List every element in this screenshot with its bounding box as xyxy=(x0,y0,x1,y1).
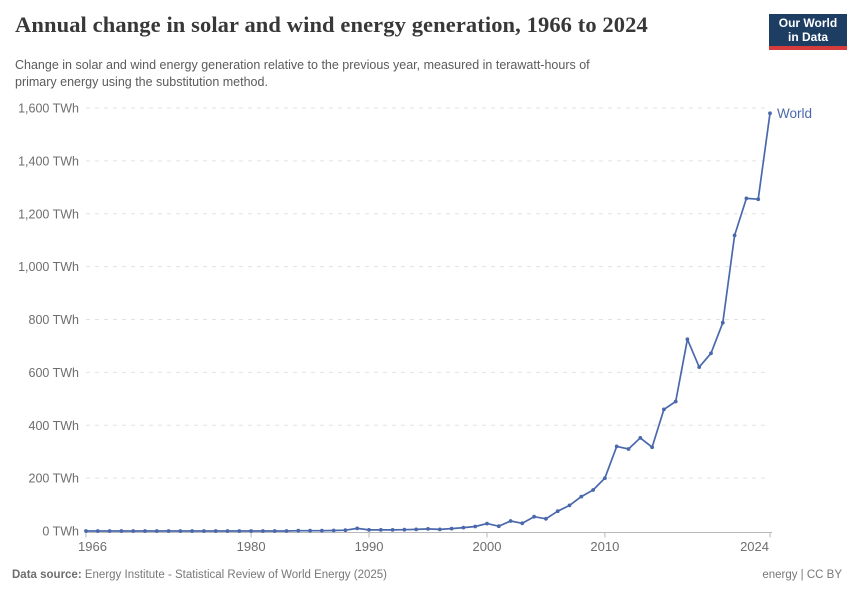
data-point[interactable] xyxy=(437,527,442,532)
data-point[interactable] xyxy=(496,524,501,529)
y-tick-label: 0 TWh xyxy=(42,525,79,539)
y-tick-label: 1,600 TWh xyxy=(18,102,79,116)
data-point[interactable] xyxy=(390,528,395,532)
data-point[interactable] xyxy=(414,527,419,532)
data-point[interactable] xyxy=(756,197,761,202)
y-tick-label: 1,400 TWh xyxy=(18,154,79,168)
license-note[interactable]: energy | CC BY xyxy=(762,569,842,581)
data-point[interactable] xyxy=(638,436,643,440)
data-point[interactable] xyxy=(485,521,489,526)
data-point[interactable] xyxy=(544,516,548,521)
data-point[interactable] xyxy=(355,526,360,531)
series-end-label[interactable]: World xyxy=(777,106,812,121)
y-tick-label: 200 TWh xyxy=(29,472,80,486)
data-point[interactable] xyxy=(744,196,749,201)
data-point[interactable] xyxy=(284,529,289,533)
series-line-world[interactable] xyxy=(85,112,771,532)
data-point[interactable] xyxy=(378,528,383,532)
data-point[interactable] xyxy=(449,526,454,531)
data-point[interactable] xyxy=(84,529,88,533)
data-point[interactable] xyxy=(402,527,407,532)
page-title: Annual change in solar and wind energy g… xyxy=(15,12,648,37)
data-point[interactable] xyxy=(626,447,631,451)
data-point[interactable] xyxy=(768,111,772,116)
data-point[interactable] xyxy=(532,514,536,519)
data-point[interactable] xyxy=(697,365,702,369)
y-tick-label: 400 TWh xyxy=(29,419,80,433)
x-tick-label: 1980 xyxy=(237,539,266,554)
owid-logo-line2: in Data xyxy=(787,30,828,44)
owid-logo-line1: Our World xyxy=(778,16,838,30)
data-point[interactable] xyxy=(650,445,654,450)
data-point[interactable] xyxy=(343,528,348,533)
data-point[interactable] xyxy=(426,527,430,531)
data-point[interactable] xyxy=(461,525,466,530)
x-tick-label: 1990 xyxy=(355,539,384,554)
data-point[interactable] xyxy=(178,529,183,533)
data-point[interactable] xyxy=(603,476,607,480)
data-point[interactable] xyxy=(272,529,277,533)
x-tick-label: 2010 xyxy=(590,539,619,554)
y-tick-label: 800 TWh xyxy=(29,313,80,327)
data-point[interactable] xyxy=(95,529,100,533)
datasource-label: Data source: xyxy=(12,569,82,581)
x-tick-label: 1966 xyxy=(78,539,107,554)
data-point[interactable] xyxy=(107,529,112,533)
data-point[interactable] xyxy=(320,528,324,533)
y-tick-label: 1,200 TWh xyxy=(18,207,79,221)
data-point[interactable] xyxy=(720,320,725,325)
data-point[interactable] xyxy=(225,529,230,533)
data-point[interactable] xyxy=(555,509,560,514)
data-point[interactable] xyxy=(709,351,713,356)
x-tick-label: 2000 xyxy=(473,539,502,554)
data-point[interactable] xyxy=(202,529,206,533)
data-point[interactable] xyxy=(685,337,690,342)
data-point[interactable] xyxy=(213,529,218,533)
x-tick-label: 2024 xyxy=(740,539,769,554)
data-point[interactable] xyxy=(237,529,242,533)
data-point[interactable] xyxy=(331,528,336,533)
page-subtitle-line1: Change in solar and wind energy generati… xyxy=(15,58,590,72)
data-point[interactable] xyxy=(662,407,666,412)
page-subtitle-line2: primary energy using the substitution me… xyxy=(15,75,268,89)
data-point[interactable] xyxy=(614,444,619,449)
data-point[interactable] xyxy=(508,519,513,523)
data-point[interactable] xyxy=(261,529,265,533)
datasource-text: Energy Institute - Statistical Review of… xyxy=(81,569,387,581)
data-point[interactable] xyxy=(579,494,584,499)
data-point[interactable] xyxy=(308,528,312,533)
data-point[interactable] xyxy=(520,521,525,526)
data-point[interactable] xyxy=(567,503,572,508)
owid-logo[interactable]: Our World in Data xyxy=(769,14,847,50)
y-tick-label: 600 TWh xyxy=(29,366,80,380)
data-point[interactable] xyxy=(190,529,195,533)
data-point[interactable] xyxy=(296,528,301,533)
data-point[interactable] xyxy=(367,528,371,532)
data-point[interactable] xyxy=(131,529,136,533)
data-point[interactable] xyxy=(591,488,595,492)
page-subtitle: Change in solar and wind energy generati… xyxy=(15,57,735,91)
y-tick-label: 1,000 TWh xyxy=(18,260,79,274)
data-point[interactable] xyxy=(154,529,159,533)
data-point[interactable] xyxy=(673,399,678,404)
data-point[interactable] xyxy=(249,529,254,533)
data-point[interactable] xyxy=(119,529,124,533)
data-point[interactable] xyxy=(166,529,171,533)
datasource-note: Data source: Energy Institute - Statisti… xyxy=(12,569,387,581)
data-point[interactable] xyxy=(732,233,737,238)
chart-footer: Data source: Energy Institute - Statisti… xyxy=(12,569,842,581)
data-point[interactable] xyxy=(143,529,147,533)
data-point[interactable] xyxy=(473,524,478,529)
